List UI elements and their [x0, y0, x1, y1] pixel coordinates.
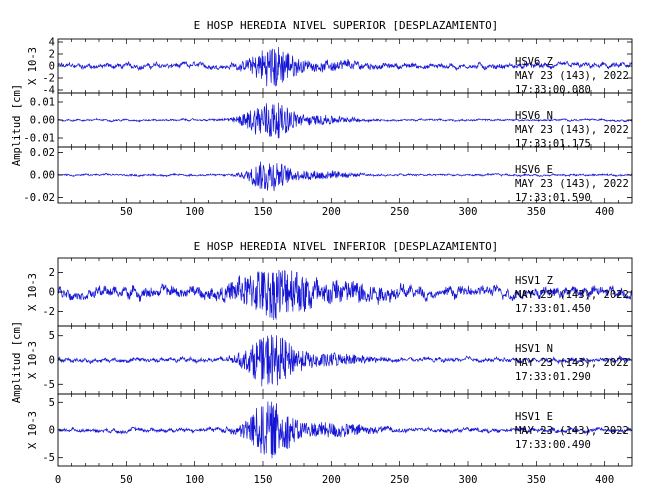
x-tick-label: 50: [120, 474, 133, 486]
date-label: MAY 23 (143), 2022: [515, 289, 629, 301]
time-label: 17:33:01.590: [515, 192, 591, 204]
waveform-line: [57, 401, 633, 459]
x-tick-label: 400: [595, 474, 614, 486]
x-tick-label: 250: [390, 206, 409, 218]
bottom-chart-ylabel: Amplitud [cm]: [11, 321, 23, 403]
x-tick-label: 400: [595, 206, 614, 218]
y-multiplier-label: X 10-3: [27, 341, 39, 379]
y-tick-label: -5: [42, 379, 55, 391]
date-label: MAY 23 (143), 2022: [515, 70, 629, 82]
top-chart-title: E HOSP HEREDIA NIVEL SUPERIOR [DESPLAZAM…: [194, 19, 499, 32]
station-component-label: HSV6 Z: [515, 56, 553, 68]
x-tick-label: 300: [459, 206, 478, 218]
y-tick-label: 5: [49, 330, 55, 342]
y-tick-label: -5: [42, 452, 55, 464]
trace-panel-hsv6-z: 420-2-4X 10-3 HSV6 Z MAY 23 (143), 2022 17:…: [27, 37, 633, 97]
x-tick-label: 300: [459, 474, 478, 486]
y-tick-label: 4: [49, 37, 55, 49]
y-multiplier-label: X 10-3: [27, 411, 39, 449]
station-component-label: HSV1 N: [515, 343, 553, 355]
y-tick-label: 5: [49, 397, 55, 409]
y-tick-label: -4: [42, 85, 55, 97]
x-tick-label: 200: [322, 474, 341, 486]
trace-panel-hsv6-n: 0.01 0.00 -0.01 HSV6 N MAY 23 (143), 2022 17:…: [23, 92, 633, 150]
time-label: 17:33:01.290: [515, 371, 591, 383]
trace-panel-hsv1-n: 5 0 -5X 10-3 HSV1 N MAY 23 (143), 2022 17:33:…: [27, 325, 633, 395]
x-tick-label: 200: [322, 206, 341, 218]
y-tick-label: 0: [49, 425, 55, 437]
y-tick-label: 0: [49, 61, 55, 73]
station-component-label: HSV6 N: [515, 110, 553, 122]
time-label: 17:33:01.175: [515, 138, 591, 150]
waveform-line: [57, 334, 632, 387]
y-multiplier-label: X 10-3: [27, 273, 39, 311]
y-tick-label: 2: [49, 267, 55, 279]
top-chart-ylabel: Amplitud [cm]: [11, 84, 23, 166]
time-label: 17:33:00.490: [515, 439, 591, 451]
x-tick-label: 350: [527, 206, 546, 218]
y-tick-label: 0.00: [30, 115, 55, 127]
y-tick-label: 0.02: [30, 147, 55, 159]
y-tick-label: 0: [49, 355, 55, 367]
waveform-line: [57, 46, 633, 87]
waveform-line: [57, 102, 633, 139]
x-tick-label: 0: [55, 474, 61, 486]
date-label: MAY 23 (143), 2022: [515, 425, 629, 437]
date-label: MAY 23 (143), 2022: [515, 357, 629, 369]
y-multiplier-label: X 10-3: [27, 47, 39, 85]
y-tick-label: -2: [42, 73, 55, 85]
y-tick-label: 0.00: [30, 170, 55, 182]
station-component-label: HSV1 E: [515, 411, 553, 423]
y-tick-label: -0.02: [23, 192, 55, 204]
y-tick-label: 0.01: [30, 97, 55, 109]
x-tick-label: 350: [527, 474, 546, 486]
y-tick-label: -2: [42, 306, 55, 318]
waveform-line: [57, 161, 633, 192]
x-tick-label: 250: [390, 474, 409, 486]
date-label: MAY 23 (143), 2022: [515, 178, 629, 190]
station-component-label: HSV6 E: [515, 164, 553, 176]
x-tick-label: 150: [254, 206, 273, 218]
y-tick-label: 2: [49, 49, 55, 61]
time-label: 17:33:00.080: [515, 84, 591, 96]
x-tick-label: 150: [254, 474, 273, 486]
waveform-line: [57, 269, 633, 321]
time-label: 17:33:01.450: [515, 303, 591, 315]
x-tick-label: 50: [120, 206, 133, 218]
y-tick-label: 0: [49, 287, 55, 299]
y-tick-label: -0.01: [23, 133, 55, 145]
trace-panel-hsv1-e: 5 0 -5X 10-3 HSV1 E MAY 23 (143), 2022 17:33:…: [27, 393, 633, 467]
x-tick-label: 100: [185, 474, 204, 486]
bottom-chart-title: E HOSP HEREDIA NIVEL INFERIOR [DESPLAZAM…: [194, 240, 499, 253]
x-tick-label: 100: [185, 206, 204, 218]
trace-panel-hsv1-z: 2 0 -2X 10-3 HSV1 Z MAY 23 (143), 2022 17:33:…: [27, 257, 633, 327]
date-label: MAY 23 (143), 2022: [515, 124, 629, 136]
station-component-label: HSV1 Z: [515, 275, 553, 287]
trace-panel-hsv6-e: 0.02 0.00 -0.02 HSV6 E MAY 23 (143), 2022 17:…: [23, 146, 633, 204]
